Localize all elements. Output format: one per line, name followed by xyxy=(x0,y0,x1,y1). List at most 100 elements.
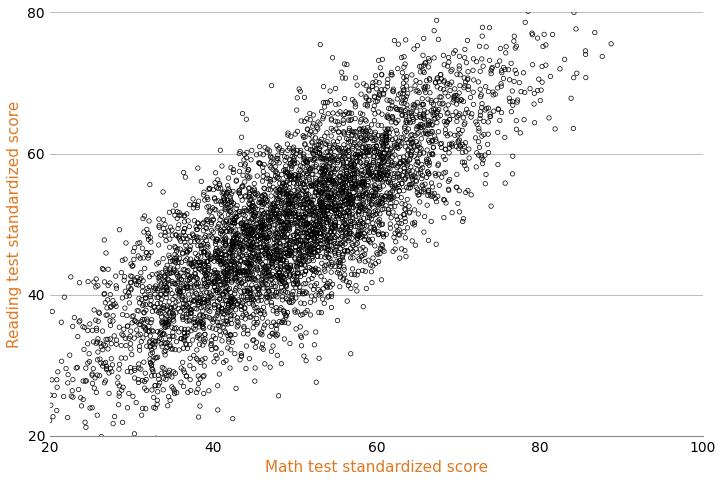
Point xyxy=(330,181,341,189)
Point xyxy=(385,193,397,201)
Point xyxy=(233,278,244,286)
Point xyxy=(376,71,388,79)
Point xyxy=(309,267,321,275)
Point xyxy=(398,164,410,172)
Point xyxy=(381,127,393,135)
Point xyxy=(442,186,454,193)
Point xyxy=(178,335,189,343)
Point xyxy=(121,293,132,300)
Point xyxy=(404,208,416,216)
Point xyxy=(341,235,353,242)
Point xyxy=(325,228,336,235)
Point xyxy=(165,223,176,231)
Y-axis label: Reading test standardized score: Reading test standardized score xyxy=(7,100,22,348)
Point xyxy=(367,189,379,197)
Point xyxy=(508,37,520,45)
Point xyxy=(375,245,387,253)
Point xyxy=(386,159,398,166)
Point xyxy=(419,115,430,123)
Point xyxy=(222,275,234,283)
Point xyxy=(280,168,291,176)
Point xyxy=(350,154,362,161)
Point xyxy=(91,326,103,334)
Point xyxy=(297,181,309,188)
Point xyxy=(383,105,395,112)
Point xyxy=(354,125,366,133)
Point xyxy=(197,299,209,307)
Point xyxy=(351,249,363,256)
Point xyxy=(224,254,236,261)
Point xyxy=(356,163,368,171)
Point xyxy=(403,167,415,174)
Point xyxy=(216,304,228,312)
Point xyxy=(355,90,367,98)
Point xyxy=(450,92,461,99)
Point xyxy=(270,272,282,280)
Point xyxy=(411,130,423,138)
Point xyxy=(159,280,171,288)
Point xyxy=(320,177,332,185)
Point xyxy=(240,193,252,201)
Point xyxy=(401,73,412,80)
Point xyxy=(369,93,380,100)
Point xyxy=(257,247,268,254)
Point xyxy=(295,236,307,244)
Point xyxy=(346,131,358,139)
Point xyxy=(318,169,330,177)
Point xyxy=(345,218,356,226)
Point xyxy=(172,225,184,232)
Point xyxy=(278,210,289,218)
Point xyxy=(288,157,300,164)
Point xyxy=(192,279,204,287)
Point xyxy=(235,192,247,200)
Point xyxy=(77,396,89,403)
Point xyxy=(401,119,413,126)
Point xyxy=(200,335,211,343)
Point xyxy=(309,188,321,196)
Point xyxy=(306,201,317,208)
Point xyxy=(249,227,260,235)
Point xyxy=(327,176,338,184)
Point xyxy=(271,248,283,255)
Point xyxy=(247,270,258,278)
Point xyxy=(294,88,306,95)
Point xyxy=(389,202,401,210)
Point xyxy=(301,169,313,177)
Point xyxy=(460,148,471,156)
Point xyxy=(279,319,291,326)
Point xyxy=(246,226,257,234)
Point xyxy=(193,300,205,308)
Point xyxy=(195,298,207,306)
Point xyxy=(72,363,83,371)
Point xyxy=(377,242,388,250)
Point xyxy=(322,242,333,250)
Point xyxy=(241,232,252,240)
Point xyxy=(270,202,281,210)
Point xyxy=(336,228,348,236)
Point xyxy=(336,68,348,76)
Point xyxy=(338,197,350,205)
Point xyxy=(319,265,330,273)
Point xyxy=(125,345,137,353)
Point xyxy=(294,214,306,222)
Point xyxy=(411,142,423,149)
Point xyxy=(423,121,435,129)
Point xyxy=(181,248,193,255)
Point xyxy=(140,295,152,302)
Point xyxy=(418,228,429,236)
Point xyxy=(209,266,221,274)
Point xyxy=(124,299,135,307)
Point xyxy=(174,288,185,295)
Point xyxy=(174,308,186,316)
Point xyxy=(139,212,150,220)
Point xyxy=(293,228,304,236)
Point xyxy=(306,170,317,178)
Point xyxy=(210,169,221,177)
Point xyxy=(354,201,365,208)
Point xyxy=(396,111,408,119)
Point xyxy=(402,168,414,175)
Point xyxy=(214,327,226,335)
Point xyxy=(168,385,179,393)
Point xyxy=(273,274,284,281)
Point xyxy=(295,167,307,174)
